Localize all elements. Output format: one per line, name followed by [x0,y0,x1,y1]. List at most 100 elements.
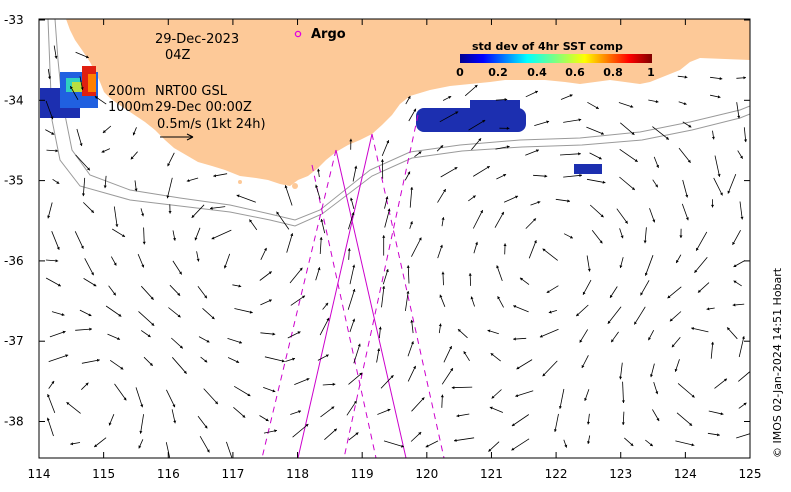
current-vector [727,173,737,194]
current-vector-head [204,425,208,429]
current-vector-head [385,196,389,200]
current-vector [411,237,422,257]
current-vector-head [679,235,683,238]
current-vector-head [352,264,356,268]
current-vector-head [168,211,172,214]
current-vector [47,417,54,437]
current-vector-head [652,219,656,223]
current-vector [171,357,187,374]
current-vector-head [85,382,89,386]
plot-frame [38,18,751,459]
current-vector-head [89,327,92,331]
current-vector [381,140,390,157]
current-vector-head [292,357,295,361]
x-tick-label: 114 [28,467,51,481]
current-vector [439,111,459,123]
current-vector-head [733,264,737,267]
current-vector-head [353,400,357,404]
current-vector [113,206,118,227]
current-vector-head [539,334,543,338]
current-vector [563,119,582,123]
current-vector-head [740,155,743,159]
current-vector-head [51,131,55,135]
current-vector-head [754,431,757,434]
current-vector-head [542,373,546,377]
current-vector-head [249,310,253,314]
current-vector-head [586,421,590,425]
current-vector-head [621,422,625,425]
current-vector-head [134,188,138,192]
current-vector-head [516,366,520,370]
current-vector [294,378,310,385]
current-vector-head [268,271,272,275]
current-vector [264,356,285,362]
current-vector-head [486,166,490,169]
current-vector-head [655,100,659,104]
current-vector-head [115,224,119,227]
current-vector [468,119,486,131]
current-vector-head [319,237,323,240]
current-vector-head [123,397,127,401]
current-vector [45,277,61,287]
current-vector-head [656,418,660,421]
current-vector-head [711,204,715,208]
current-vector [607,306,622,325]
current-vector-head [113,262,117,266]
current-vector [352,165,357,182]
current-vector-head [733,280,737,284]
current-vector-head [354,165,358,169]
current-vector-head [687,159,691,163]
current-vector-head [691,327,694,331]
legend-tick: 0.8 [603,66,623,79]
current-vector [289,267,303,284]
current-vector-head [480,210,483,214]
current-vector [202,308,215,320]
current-vector-head [711,136,715,140]
current-vector-head [503,243,507,247]
current-vector [47,202,53,219]
current-vector-head [599,240,603,244]
current-vector-head [619,265,623,268]
current-vector-head [410,319,414,323]
current-vector-head [694,269,698,273]
current-vector-head [631,187,635,190]
current-vector-head [439,244,443,248]
current-vector-head [634,321,637,325]
longitude-axis: 114 115 116 117 118 119 120 121 122 123 124 125 [28,19,761,481]
x-tick-label: 120 [415,467,438,481]
current-vector-head [669,318,673,322]
current-vector [75,328,93,331]
current-vector-head [130,156,134,160]
current-vector [226,441,233,458]
current-vector-head [648,337,651,341]
current-vector [49,331,66,338]
current-vector [515,390,534,397]
current-vector-head [284,185,288,189]
current-vector-head [122,234,125,237]
current-vector-head [150,296,154,300]
current-vector [640,280,650,296]
current-vector-head [352,318,356,322]
current-vector [511,438,530,451]
current-vector-head [491,395,495,399]
current-vector [290,295,306,306]
current-vector-head [410,187,414,190]
x-tick-label: 115 [92,467,115,481]
current-vector-head [70,442,74,446]
current-vector-head [644,272,648,276]
current-vector [74,231,84,249]
current-vector-head [387,408,391,412]
current-vector [714,155,720,177]
current-vector [513,305,529,313]
current-vector [678,147,691,164]
current-vector-head [579,174,582,177]
current-vector-head [65,354,69,358]
current-vector-head [50,116,54,120]
current-vector [286,233,293,253]
current-vector-head [317,267,321,271]
current-vector-head [54,55,58,59]
current-vector-head [449,346,452,350]
current-vector-head [619,376,623,380]
current-vector-head [587,268,591,272]
current-vector [443,345,452,363]
